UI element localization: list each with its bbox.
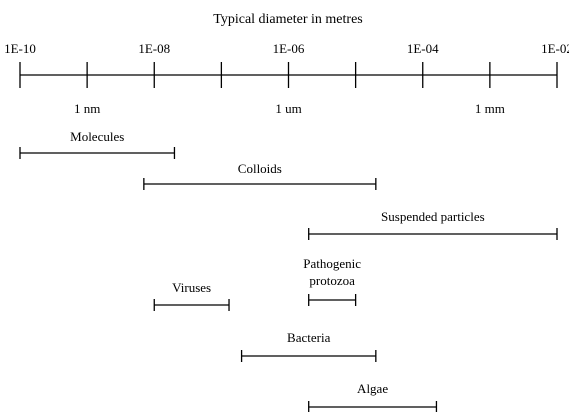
range-label: Pathogenic protozoa [303, 256, 362, 288]
x-tick-label: 1E-02 [541, 41, 569, 56]
unit-label: 1 nm [74, 101, 100, 116]
range-label: Viruses [172, 280, 212, 295]
range-label: Algae [357, 381, 389, 396]
range-label: Suspended particles [381, 209, 485, 224]
chart-title: Typical diameter in metres [213, 12, 362, 27]
x-tick-label: 1E-06 [273, 41, 305, 56]
unit-label: 1 um [275, 101, 301, 116]
x-tick-label: 1E-10 [4, 41, 36, 56]
x-tick-label: 1E-04 [407, 41, 439, 56]
unit-label: 1 mm [475, 101, 505, 116]
range-label: Colloids [237, 161, 282, 176]
x-tick-label: 1E-08 [138, 41, 170, 56]
range-label: Molecules [70, 129, 125, 144]
range-label: Bacteria [287, 330, 331, 345]
